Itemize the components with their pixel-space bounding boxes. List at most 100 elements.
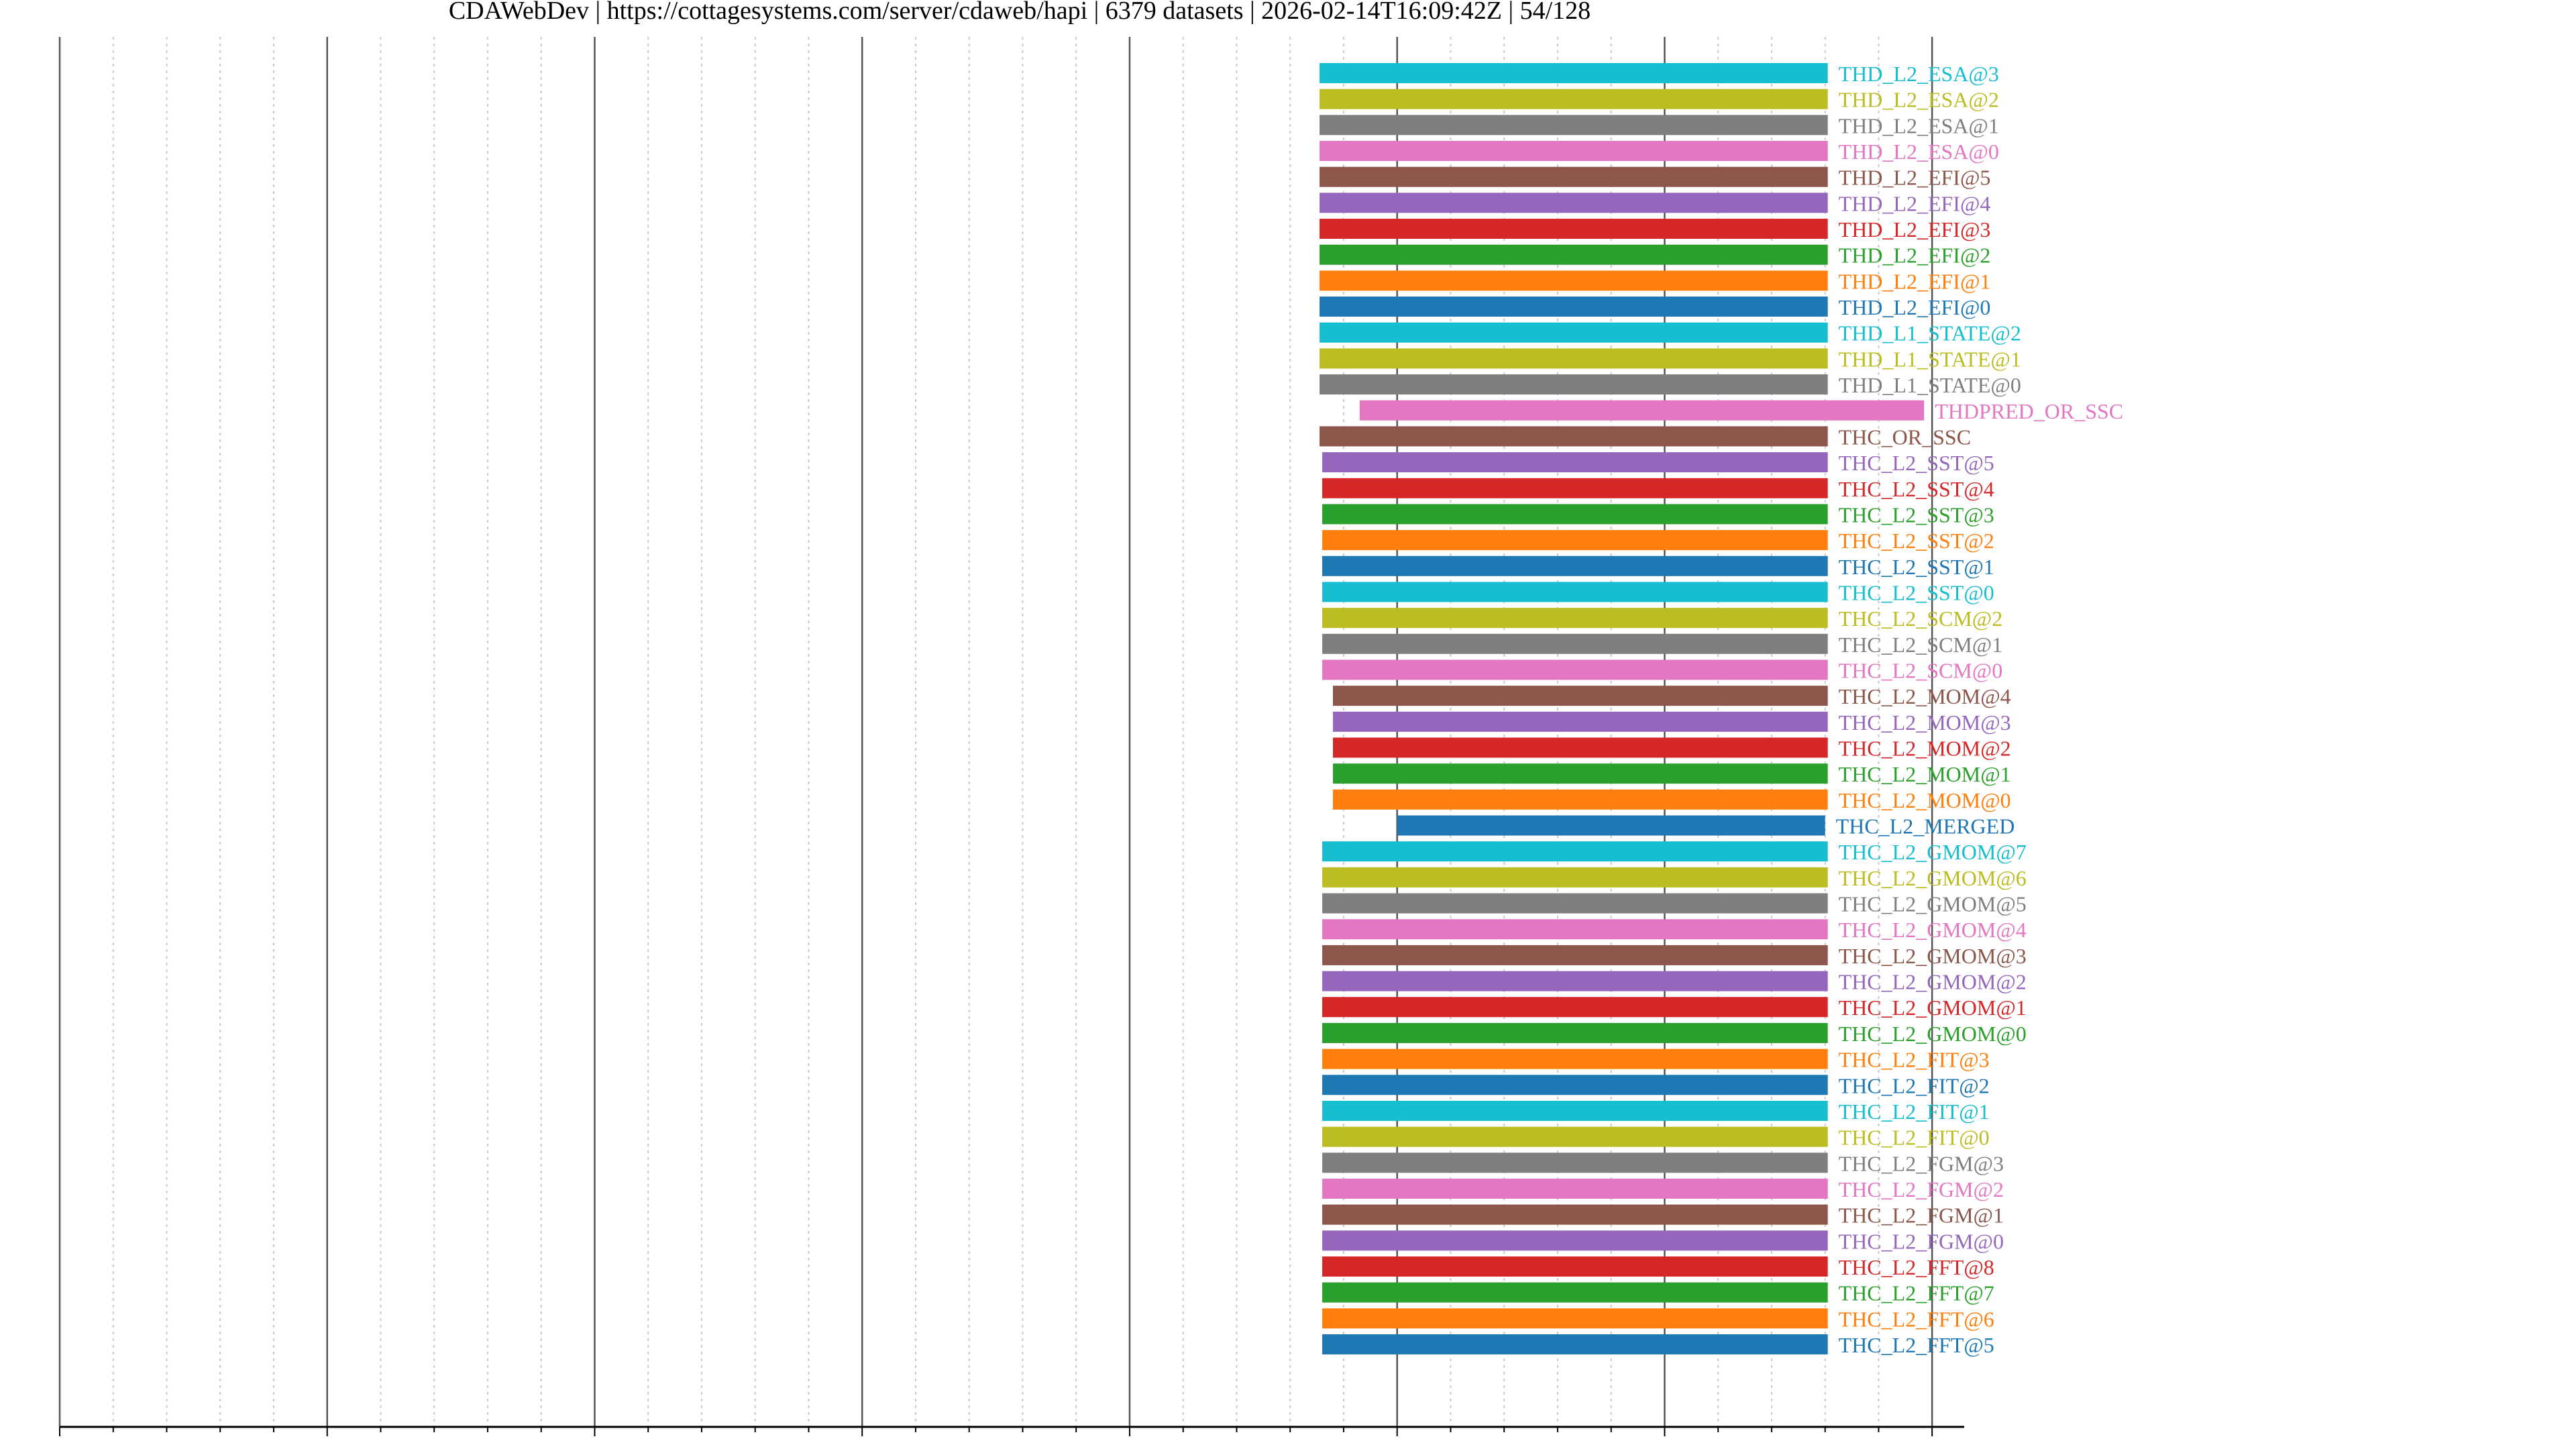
bar-thc-l2-fit-1 — [1322, 1100, 1828, 1121]
x-tick-label: 2020 — [1640, 1444, 1688, 1449]
major-gridlines — [58, 37, 1933, 1427]
label-thc-l2-fit-2: THC_L2_FIT@2 — [1839, 1073, 1990, 1097]
bar-thc-l2-gmom-1 — [1322, 997, 1828, 1018]
label-thc-l2-scm-2: THC_L2_SCM@2 — [1839, 606, 2003, 631]
bar-thc-l2-scm-1 — [1322, 633, 1828, 654]
bar-thc-l2-sst-2 — [1322, 530, 1828, 551]
bar-thc-l2-gmom-2 — [1322, 971, 1828, 991]
label-thc-l2-sst-2: THC_L2_SST@2 — [1839, 529, 1994, 553]
bar-thd-l1-state-1 — [1320, 348, 1828, 369]
label-thc-l2-mom-0: THC_L2_MOM@0 — [1839, 788, 2011, 812]
label-thc-l2-mom-4: THC_L2_MOM@4 — [1839, 684, 2011, 708]
bar-thd-l2-efi-1 — [1320, 270, 1828, 291]
label-thc-l2-mom-3: THC_L2_MOM@3 — [1839, 710, 2011, 735]
label-thc-l2-fgm-1: THC_L2_FGM@1 — [1839, 1203, 2004, 1228]
label-thd-l2-efi-2: THD_L2_EFI@2 — [1839, 244, 1991, 268]
bar-thc-l2-fit-2 — [1322, 1075, 1828, 1095]
label-thc-l2-gmom-7: THC_L2_GMOM@7 — [1839, 840, 2027, 864]
label-thc-l2-gmom-1: THC_L2_GMOM@1 — [1839, 996, 2027, 1020]
label-thc-l2-fit-0: THC_L2_FIT@0 — [1839, 1126, 1990, 1150]
label-thc-l2-gmom-0: THC_L2_GMOM@0 — [1839, 1022, 2027, 1046]
label-thc-l2-mom-1: THC_L2_MOM@1 — [1839, 762, 2011, 786]
x-axis: 1960 1970 1980 1990 2000 2010 2020 2030 — [36, 1426, 1964, 1449]
label-thd-l2-esa-3: THD_L2_ESA@3 — [1839, 62, 1999, 86]
label-thc-l2-fft-8: THC_L2_FFT@8 — [1839, 1255, 1994, 1279]
label-thc-l2-mom-2: THC_L2_MOM@2 — [1839, 737, 2011, 761]
bar-thc-l2-gmom-4 — [1322, 919, 1828, 940]
bar-thc-l2-mom-4 — [1332, 686, 1828, 706]
bar-thc-l2-fgm-1 — [1322, 1204, 1828, 1225]
bar-thd-l2-esa-0 — [1320, 141, 1828, 162]
label-thd-l2-efi-3: THD_L2_EFI@3 — [1839, 217, 1991, 241]
bar-thc-l2-fit-0 — [1322, 1126, 1828, 1147]
bar-thd-l2-esa-2 — [1320, 89, 1828, 109]
label-thc-l2-sst-5: THC_L2_SST@5 — [1839, 451, 1994, 475]
bar-thd-l2-esa-3 — [1320, 63, 1828, 83]
bar-thc-l2-gmom-3 — [1322, 945, 1828, 965]
bar-thd-l1-state-0 — [1320, 374, 1828, 395]
label-thd-l2-efi-0: THD_L2_EFI@0 — [1839, 295, 1991, 319]
bar-thc-l2-fft-6 — [1322, 1308, 1828, 1329]
label-thc-l2-fgm-2: THC_L2_FGM@2 — [1839, 1177, 2004, 1201]
x-tick-label: 1960 — [36, 1444, 84, 1449]
x-tick-label: 1990 — [838, 1444, 886, 1449]
bar-thdpred-or-ssc — [1359, 400, 1925, 421]
bar-thc-l2-gmom-7 — [1322, 841, 1828, 862]
bar-thc-l2-mom-3 — [1332, 711, 1828, 732]
label-thc-l2-fgm-3: THC_L2_FGM@3 — [1839, 1151, 2004, 1175]
label-thc-or-ssc: THC_OR_SSC — [1839, 425, 1971, 449]
label-thc-l2-merged: THC_L2_MERGED — [1836, 814, 2015, 839]
bar-thd-l2-efi-3 — [1320, 219, 1828, 239]
label-thc-l2-gmom-3: THC_L2_GMOM@3 — [1839, 944, 2027, 968]
bar-thc-l2-mom-2 — [1332, 737, 1828, 758]
bar-thc-l2-fgm-0 — [1322, 1230, 1828, 1251]
label-thc-l2-scm-0: THC_L2_SCM@0 — [1839, 658, 2003, 682]
label-thd-l2-efi-5: THD_L2_EFI@5 — [1839, 166, 1991, 190]
label-thc-l2-fft-5: THC_L2_FFT@5 — [1839, 1333, 1994, 1357]
label-thc-l2-gmom-2: THC_L2_GMOM@2 — [1839, 970, 2027, 994]
bar-thd-l2-esa-1 — [1320, 115, 1828, 136]
label-thc-l2-sst-1: THC_L2_SST@1 — [1839, 555, 1994, 579]
label-thd-l1-state-0: THD_L1_STATE@0 — [1839, 373, 2021, 397]
label-thc-l2-sst-4: THC_L2_SST@4 — [1839, 477, 1994, 501]
bar-thc-l2-fft-8 — [1322, 1256, 1828, 1277]
bar-thc-l2-mom-0 — [1332, 789, 1828, 810]
bar-thc-l2-sst-0 — [1322, 582, 1828, 602]
label-thd-l2-esa-0: THD_L2_ESA@0 — [1839, 140, 1999, 164]
label-thc-l2-sst-3: THC_L2_SST@3 — [1839, 502, 1994, 527]
label-thd-l2-efi-1: THD_L2_EFI@1 — [1839, 269, 1991, 293]
bar-thd-l2-efi-2 — [1320, 244, 1828, 265]
label-thd-l2-efi-4: THD_L2_EFI@4 — [1839, 191, 1991, 215]
bar-thc-l2-fft-7 — [1322, 1282, 1828, 1303]
label-thc-l2-fit-1: THC_L2_FIT@1 — [1839, 1099, 1990, 1124]
bar-thd-l1-state-2 — [1320, 322, 1828, 343]
bar-thc-l2-sst-3 — [1322, 504, 1828, 525]
bar-thc-l2-fgm-2 — [1322, 1178, 1828, 1199]
label-thd-l2-esa-2: THD_L2_ESA@2 — [1839, 88, 1999, 112]
bar-thc-l2-merged — [1397, 815, 1825, 836]
bar-thc-l2-gmom-5 — [1322, 893, 1828, 914]
bar-thc-l2-fit-3 — [1322, 1049, 1828, 1069]
x-tick-label: 2000 — [1106, 1444, 1154, 1449]
label-thd-l1-state-2: THD_L1_STATE@2 — [1839, 321, 2021, 345]
bar-thc-l2-fgm-3 — [1322, 1152, 1828, 1173]
bar-thc-l2-scm-2 — [1322, 608, 1828, 629]
label-thc-l2-gmom-4: THC_L2_GMOM@4 — [1839, 918, 2027, 942]
label-thc-l2-fft-6: THC_L2_FFT@6 — [1839, 1307, 1994, 1331]
bar-thc-l2-sst-5 — [1322, 452, 1828, 473]
label-thc-l2-fgm-0: THC_L2_FGM@0 — [1839, 1229, 2004, 1253]
bar-thc-l2-sst-1 — [1322, 555, 1828, 576]
label-thd-l1-state-1: THD_L1_STATE@1 — [1839, 347, 2021, 371]
label-thc-l2-fit-3: THC_L2_FIT@3 — [1839, 1048, 1990, 1072]
label-thdpred-or-ssc: THDPRED_OR_SSC — [1935, 399, 2123, 423]
bar-thd-l2-efi-5 — [1320, 166, 1828, 187]
bar-thc-l2-sst-4 — [1322, 478, 1828, 498]
bar-thc-l2-scm-0 — [1322, 659, 1828, 680]
bar-thc-l2-mom-1 — [1332, 763, 1828, 784]
chart-title: CDAWebDev | https://cottagesystems.com/s… — [449, 0, 1591, 25]
bar-thd-l2-efi-4 — [1320, 193, 1828, 213]
label-thd-l2-esa-1: THD_L2_ESA@1 — [1839, 113, 1999, 138]
bar-thc-or-ssc — [1320, 426, 1828, 447]
dataset-labels: THC_L2_FFT@5THC_L2_FFT@6THC_L2_FFT@7THC_… — [1836, 62, 2123, 1357]
